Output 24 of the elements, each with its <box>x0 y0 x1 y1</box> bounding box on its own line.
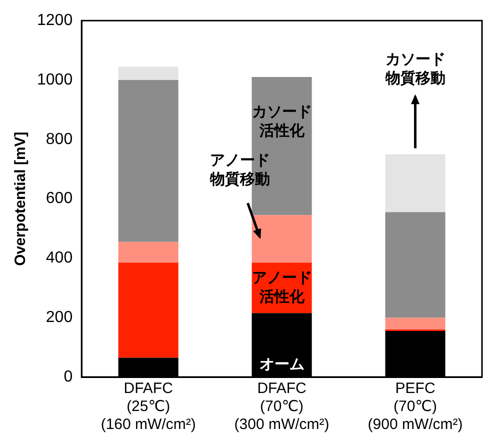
series-label: アノード活性化 <box>252 270 312 306</box>
bar <box>118 80 178 242</box>
y-tick-label: 400 <box>46 250 73 267</box>
y-axis-title: Overpotential [mV] <box>12 132 30 266</box>
x-tick-label: DFAFC (70℃) (300 mW/cm²) <box>234 380 330 434</box>
bar <box>385 318 446 330</box>
x-tick-label: PEFC (70℃) (900 mW/cm²) <box>368 380 463 434</box>
y-tick-label: 200 <box>46 309 73 326</box>
bar <box>118 242 178 263</box>
bar <box>385 154 446 212</box>
series-label: アノード物質移動 <box>208 152 270 188</box>
y-tick-label: 1000 <box>37 71 73 88</box>
text: カソード物質移動 <box>384 50 446 87</box>
bar <box>118 66 178 80</box>
y-tick-label: 1200 <box>37 12 73 30</box>
y-tick-label: 600 <box>46 190 73 208</box>
x-tick-label: DFAFC (25℃) (160 mW/cm²) <box>100 380 196 434</box>
bar <box>252 215 312 263</box>
y-tick-label: 800 <box>46 130 73 148</box>
series-label: カソード活性化 <box>252 104 312 140</box>
bar <box>118 262 178 358</box>
y-tick-label: 0 <box>64 368 73 386</box>
series-label: オーム <box>259 356 304 374</box>
bar <box>385 212 446 318</box>
